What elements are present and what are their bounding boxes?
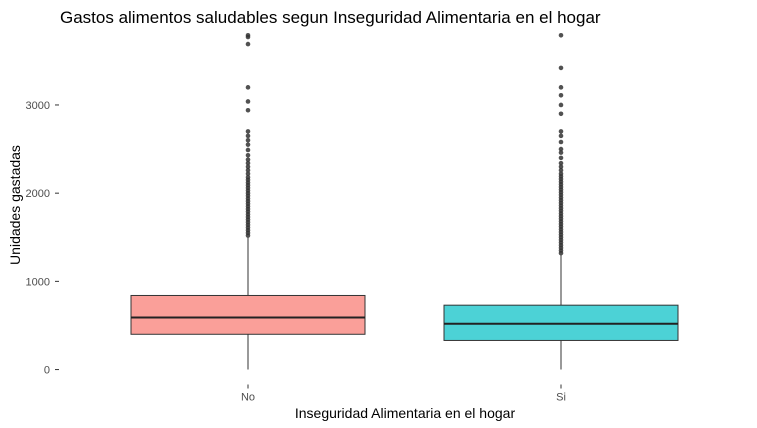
outlier-point (245, 152, 251, 158)
x-axis: No Si (241, 384, 566, 404)
chart-title: Gastos alimentos saludables segun Insegu… (60, 8, 601, 27)
outlier-point (245, 157, 251, 162)
outlier-point (558, 167, 564, 173)
outlier-point (245, 129, 251, 134)
outlier-point (558, 133, 564, 139)
y-tick-label: 1000 (26, 276, 50, 288)
outlier-point (245, 32, 251, 38)
y-tick-label: 2000 (26, 188, 50, 200)
outlier-point (558, 139, 564, 145)
y-axis-title: Unidades gastadas (7, 145, 23, 265)
y-axis: 0 1000 2000 3000 (26, 100, 59, 377)
outlier-point (558, 111, 564, 117)
outlier-point (245, 167, 251, 173)
x-axis-title: Inseguridad Alimentaria en el hogar (295, 405, 516, 421)
y-tick-label: 3000 (26, 100, 50, 112)
x-tick-label: No (241, 392, 255, 404)
box-iqr (130, 294, 366, 335)
outlier-point (245, 133, 251, 139)
outlier-point (558, 85, 564, 90)
outlier-point (558, 160, 564, 166)
outlier-point (558, 171, 564, 177)
y-tick-label: 0 (44, 365, 50, 377)
outlier-point (558, 164, 564, 170)
outlier-point (558, 32, 564, 38)
outlier-point (245, 164, 251, 170)
outlier-point (245, 160, 251, 166)
outlier-point (558, 102, 564, 108)
x-tick-label: Si (556, 392, 566, 404)
box-group-no (130, 32, 366, 370)
outlier-point (558, 155, 564, 161)
outlier-point (558, 129, 564, 134)
outlier-point (558, 65, 564, 71)
outlier-point (558, 146, 564, 152)
outlier-point (245, 174, 251, 180)
outlier-point (558, 92, 564, 98)
outlier-point (245, 171, 251, 177)
outlier-point (245, 41, 251, 47)
outlier-point (245, 137, 251, 143)
outlier-point (245, 147, 251, 153)
outlier-point (245, 85, 251, 90)
plot-area (130, 32, 679, 370)
outlier-point (245, 107, 251, 113)
outlier-point (558, 150, 564, 155)
box-group-si (443, 32, 679, 370)
outlier-point (245, 99, 251, 104)
outlier-point (245, 142, 251, 147)
